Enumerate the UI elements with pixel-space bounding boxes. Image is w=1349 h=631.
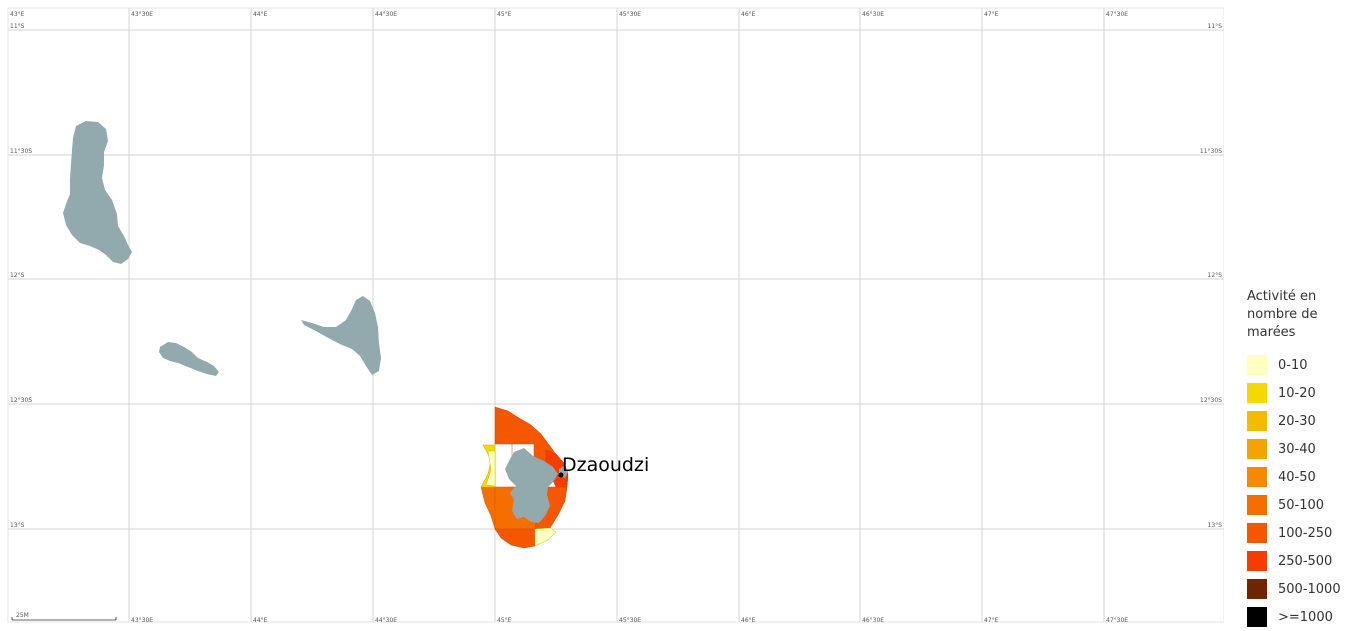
parallel-label-left: 13°S [10, 522, 25, 529]
legend-item: 500-1000 [1247, 575, 1347, 603]
legend-item: 0-10 [1247, 351, 1347, 379]
scale-bar-label: 25M [16, 612, 29, 619]
meridian-label-top: 43°E [10, 11, 25, 18]
grid-labels: 43°E 43°30E 44°E 44°30E 45°E 45°30E 46°E… [10, 11, 1222, 624]
legend-label: 100-250 [1278, 525, 1333, 541]
island-moheli [159, 342, 219, 376]
legend-label: 500-1000 [1278, 581, 1341, 597]
parallel-label-left: 12°30S [10, 397, 32, 404]
dzaoudzi-marker[interactable] [558, 472, 564, 478]
legend-label: 250-500 [1278, 553, 1333, 569]
zone-0-10-southeast [534, 527, 557, 547]
parallel-label-left: 11°30S [10, 148, 32, 155]
scale-bar: 25M [11, 612, 117, 621]
legend-label: 30-40 [1278, 441, 1316, 457]
legend-label: >=1000 [1278, 609, 1333, 625]
legend: Activité en nombre de marées 0-10 10-20 … [1247, 288, 1347, 631]
meridian-label-bottom: 46°E [741, 617, 756, 624]
legend-label: 50-100 [1278, 497, 1325, 513]
legend-item: 30-40 [1247, 435, 1347, 463]
map-canvas[interactable]: 43°E 43°30E 44°E 44°30E 45°E 45°30E 46°E… [0, 0, 1224, 628]
legend-title: Activité en nombre de marées [1247, 289, 1318, 340]
legend-swatch [1247, 355, 1267, 375]
legend-label: 0-10 [1278, 357, 1308, 373]
meridian-label-top: 43°30E [131, 11, 153, 18]
island-grande-comore [63, 121, 132, 264]
legend-item: 50-100 [1247, 491, 1347, 519]
legend-item: 100-250 [1247, 519, 1347, 547]
legend-swatch [1247, 523, 1267, 543]
legend-item: 250-500 [1247, 547, 1347, 575]
legend-swatch [1247, 551, 1267, 571]
parallel-label-left: 12°S [10, 272, 25, 279]
map-frame [7, 7, 1224, 623]
islands-layer [63, 121, 381, 376]
sea-background [0, 0, 1224, 628]
meridian-label-bottom: 47°30E [1106, 617, 1128, 624]
zone-0-10-west [485, 450, 496, 487]
meridian-label-top: 47°E [984, 11, 999, 18]
meridian-label-bottom: 43°30E [131, 617, 153, 624]
meridian-label-top: 46°E [741, 11, 756, 18]
legend-item: 20-30 [1247, 407, 1347, 435]
island-anjouan [301, 296, 381, 375]
meridian-label-bottom: 45°30E [619, 617, 641, 624]
legend-swatch [1247, 439, 1267, 459]
legend-label: 40-50 [1278, 469, 1316, 485]
legend-item: 40-50 [1247, 463, 1347, 491]
parallel-label-right: 12°30S [1200, 397, 1222, 404]
meridian-label-top: 44°30E [375, 11, 397, 18]
legend-swatch [1247, 383, 1267, 403]
meridian-label-bottom: 47°E [984, 617, 999, 624]
meridian-label-top: 44°E [253, 11, 268, 18]
graticule [7, 7, 1224, 623]
legend-label: 10-20 [1278, 385, 1316, 401]
legend-swatch [1247, 607, 1267, 627]
meridian-label-top: 45°30E [619, 11, 641, 18]
parallel-label-right: 13°S [1208, 522, 1223, 529]
parallel-label-right: 11°S [1208, 23, 1223, 30]
legend-swatch [1247, 495, 1267, 515]
parallel-label-right: 12°S [1208, 272, 1223, 279]
legend-swatch [1247, 467, 1267, 487]
parallel-label-right: 11°30S [1200, 148, 1222, 155]
meridian-label-bottom: 44°30E [375, 617, 397, 624]
meridian-label-bottom: 44°E [253, 617, 268, 624]
legend-label: 20-30 [1278, 413, 1316, 429]
parallel-label-left: 11°S [10, 23, 25, 30]
meridian-label-bottom: 45°E [497, 617, 512, 624]
meridian-label-top: 46°30E [862, 11, 884, 18]
island-mayotte [505, 448, 558, 523]
meridian-label-bottom: 46°30E [862, 617, 884, 624]
dzaoudzi-label: Dzaoudzi [562, 454, 649, 476]
legend-item: >=1000 [1247, 603, 1347, 631]
meridian-label-top: 47°30E [1106, 11, 1128, 18]
legend-list: 0-10 10-20 20-30 30-40 40-50 50-100 100-… [1247, 351, 1347, 631]
legend-item: 10-20 [1247, 379, 1347, 407]
legend-swatch [1247, 579, 1267, 599]
legend-swatch [1247, 411, 1267, 431]
meridian-label-top: 45°E [497, 11, 512, 18]
